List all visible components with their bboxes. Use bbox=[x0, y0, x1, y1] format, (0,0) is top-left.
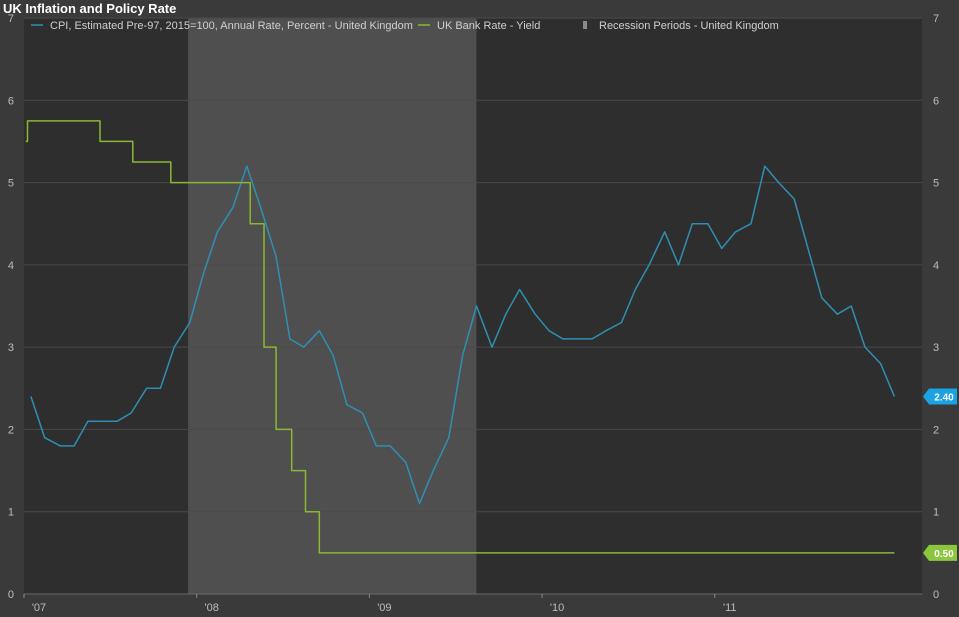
y-tick-left: 6 bbox=[8, 95, 14, 107]
legend-label-2: UK Bank Rate - Yield bbox=[437, 20, 540, 32]
y-tick-right: 0 bbox=[933, 589, 939, 601]
last-value-badge-1 bbox=[923, 388, 957, 405]
y-tick-left: 0 bbox=[8, 589, 14, 601]
y-tick-left: 2 bbox=[8, 424, 14, 436]
last-value-badge-2 bbox=[923, 544, 957, 561]
x-tick-label: '07 bbox=[32, 602, 46, 614]
series-line-2 bbox=[25, 120, 895, 554]
legend-swatch-3 bbox=[583, 21, 587, 29]
y-tick-left: 5 bbox=[8, 178, 14, 190]
y-tick-left: 1 bbox=[8, 507, 14, 519]
y-tick-right: 6 bbox=[933, 95, 939, 107]
y-tick-right: 2 bbox=[933, 424, 939, 436]
x-tick-label: '09 bbox=[377, 602, 391, 614]
series-line-1 bbox=[30, 165, 896, 505]
y-tick-right: 1 bbox=[933, 507, 939, 519]
last-value-label-1: 2.40 bbox=[934, 393, 954, 404]
y-tick-right: 4 bbox=[933, 260, 939, 272]
legend-label-1: CPI, Estimated Pre-97, 2015=100, Annual … bbox=[50, 20, 413, 32]
y-tick-right: 7 bbox=[933, 13, 939, 25]
y-tick-left: 3 bbox=[8, 342, 14, 354]
chart-title: UK Inflation and Policy Rate bbox=[3, 1, 177, 16]
y-tick-right: 3 bbox=[933, 342, 939, 354]
x-tick-label: '08 bbox=[205, 602, 219, 614]
y-tick-left: 7 bbox=[8, 13, 14, 25]
x-tick-label: '11 bbox=[723, 602, 737, 614]
x-tick-label: '10 bbox=[550, 602, 564, 614]
recession-band bbox=[188, 18, 477, 594]
y-tick-right: 5 bbox=[933, 178, 939, 190]
y-tick-left: 4 bbox=[8, 260, 14, 272]
legend-label-3: Recession Periods - United Kingdom bbox=[599, 20, 779, 32]
last-value-label-2: 0.50 bbox=[934, 549, 954, 560]
